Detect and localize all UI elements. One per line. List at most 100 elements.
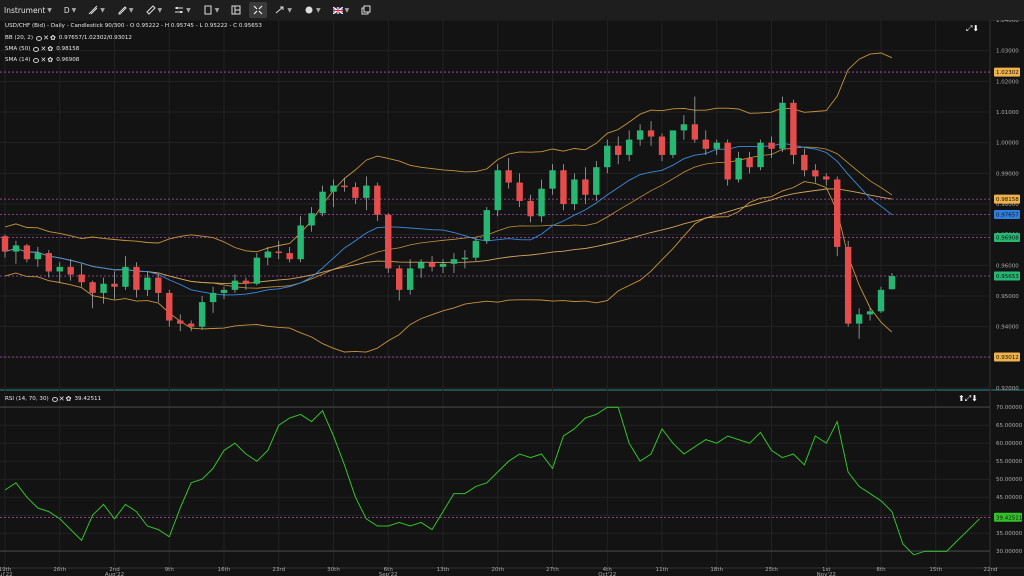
candle-body xyxy=(823,176,830,180)
crosshair-tool-button[interactable]: ▼ xyxy=(84,2,109,18)
candle-body xyxy=(275,251,282,254)
timeframe-dropdown[interactable]: D ▼ xyxy=(60,2,80,18)
screenshot-button[interactable] xyxy=(357,2,375,18)
rsi-pane-controls-icon[interactable]: ⬆⤢⬇ xyxy=(958,394,978,403)
eye-icon[interactable] xyxy=(51,396,58,402)
gear-icon[interactable]: ✿ xyxy=(47,45,54,53)
layout-icon xyxy=(231,5,241,15)
candle-body xyxy=(461,257,469,260)
share-icon xyxy=(305,6,313,14)
rsi-tick-label: 65.00000 xyxy=(996,423,1023,429)
close-icon[interactable]: ✕ xyxy=(40,56,47,64)
eye-icon[interactable] xyxy=(33,57,40,63)
price-marker-label: 0.97657 xyxy=(996,213,1019,219)
gear-icon[interactable]: ✿ xyxy=(65,395,72,403)
time-tick-month: Jul'22 xyxy=(0,572,13,576)
candle-body xyxy=(768,142,775,149)
price-marker-badge xyxy=(994,210,1020,220)
rsi-tick-label: 50.00000 xyxy=(996,477,1023,483)
candle-body xyxy=(341,185,348,188)
close-icon[interactable]: ✕ xyxy=(40,45,47,53)
rsi-line xyxy=(4,406,980,556)
indicator-controls[interactable]: ✕ ✿ xyxy=(33,56,53,64)
sma50-name: SMA (50) xyxy=(5,46,31,52)
pane-expand-icon[interactable]: ⤢⬇ xyxy=(966,24,980,33)
rsi-tick-label: 60.00000 xyxy=(996,441,1023,447)
gear-icon[interactable]: ✿ xyxy=(47,56,54,64)
time-tick-month: Aug'22 xyxy=(105,572,124,576)
price-tick-label: 0.95000 xyxy=(996,294,1019,300)
candle-body xyxy=(790,102,797,155)
bb-upper-line xyxy=(4,52,893,253)
indicator-controls[interactable]: ✕ ✿ xyxy=(36,34,56,42)
price-marker-badge xyxy=(994,352,1020,362)
time-tick-label: 11th xyxy=(656,567,669,573)
candle-body xyxy=(23,245,31,260)
candle-body xyxy=(45,253,52,272)
candle-body xyxy=(593,167,600,195)
time-tick-label: 9th xyxy=(165,567,175,573)
candle-body xyxy=(89,282,96,293)
sliders-icon xyxy=(175,7,184,13)
close-icon[interactable]: ✕ xyxy=(43,34,49,42)
candle-body xyxy=(494,170,501,211)
candle-body xyxy=(866,311,874,315)
sma50-legend: SMA (50) ✕ ✿ 0.98158 xyxy=(5,45,79,53)
share-tool-button[interactable]: ▼ xyxy=(300,2,325,18)
arrow-tool-button[interactable]: ▼ xyxy=(271,2,296,18)
candle-body xyxy=(483,210,490,241)
eye-icon[interactable] xyxy=(36,35,43,41)
time-tick-label: 2nd xyxy=(109,567,119,573)
rsi-name: RSI (14, 70, 30) xyxy=(5,396,49,402)
indicator-controls[interactable]: ✕ ✿ xyxy=(33,45,53,53)
candle-body xyxy=(308,213,315,226)
chevron-down-icon: ▼ xyxy=(100,6,105,14)
language-dropdown[interactable]: ▼ xyxy=(329,2,354,18)
close-icon[interactable]: ✕ xyxy=(58,395,65,403)
instrument-dropdown[interactable]: Instrument ▼ xyxy=(0,2,56,18)
candle-body xyxy=(472,240,480,258)
candle-body xyxy=(615,145,622,155)
candle-body xyxy=(779,102,786,149)
time-tick-label: 15th xyxy=(929,567,942,573)
candle-body xyxy=(166,292,173,321)
candle-body xyxy=(658,136,666,155)
price-marker-badge xyxy=(994,194,1020,204)
candle-body xyxy=(757,142,764,168)
layout-tool-button[interactable] xyxy=(227,2,245,18)
indicator-controls[interactable]: ✕ ✿ xyxy=(51,395,72,403)
candle-body xyxy=(680,124,688,131)
price-tick-label: 1.03000 xyxy=(996,49,1019,55)
sma14-line xyxy=(4,142,893,296)
indicators-tool-button[interactable]: ▼ xyxy=(170,2,195,18)
price-tick-label: 0.96000 xyxy=(996,263,1019,269)
candle-body xyxy=(198,302,206,327)
chevron-down-icon: ▼ xyxy=(344,6,350,14)
price-axis: 1.04000 1.03000 1.02000 1.01000 1.00000 0.990… xyxy=(994,20,1023,555)
candle-body xyxy=(505,170,512,183)
chevron-down-icon: ▼ xyxy=(316,6,321,14)
time-tick-label: 22nd xyxy=(984,567,998,573)
candle-body xyxy=(888,276,896,290)
candle-body xyxy=(231,280,239,290)
candle-body xyxy=(812,170,819,177)
rsi-tick-label: 45.00000 xyxy=(996,495,1023,501)
gear-icon[interactable]: ✿ xyxy=(49,34,56,42)
sma14-value: 0.96908 xyxy=(56,57,80,63)
bb-legend: BB (20, 2) ✕ ✿ 0.97657/1.02302/0.93012 xyxy=(5,34,132,42)
candle-body xyxy=(209,292,217,303)
eye-icon[interactable] xyxy=(33,46,40,52)
time-tick-label: 4th xyxy=(603,567,613,573)
price-marker-label: 1.02302 xyxy=(996,70,1019,76)
candle-body xyxy=(100,283,107,293)
candle-body xyxy=(396,268,403,290)
fit-chart-button[interactable] xyxy=(249,2,268,18)
candle-body xyxy=(330,185,337,192)
price-marker-label: 0.96908 xyxy=(996,235,1019,241)
instrument-label: Instrument xyxy=(4,5,46,15)
price-chart[interactable]: 1.04000 1.03000 1.02000 1.01000 1.00000 0.990… xyxy=(0,20,1024,576)
ruler-tool-button[interactable]: ▼ xyxy=(142,2,167,18)
rsi-value: 39.42511 xyxy=(74,396,102,402)
template-tool-button[interactable]: ▼ xyxy=(199,2,224,18)
drawing-tool-button[interactable]: ▼ xyxy=(113,2,138,18)
